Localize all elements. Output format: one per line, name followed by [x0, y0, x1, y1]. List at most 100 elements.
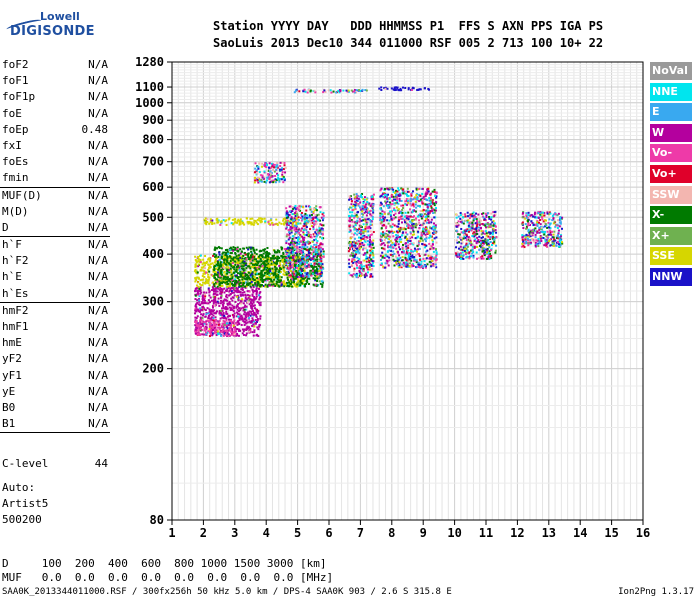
echo-point [265, 277, 268, 280]
echo-point [381, 256, 384, 259]
echo-point [238, 290, 241, 293]
echo-point [288, 228, 291, 231]
echo-point [384, 234, 387, 237]
echo-point [208, 320, 211, 323]
echo-point [258, 250, 261, 253]
echo-point [382, 254, 385, 257]
echo-point [364, 239, 367, 242]
echo-point [387, 234, 390, 237]
echo-point [303, 253, 306, 256]
echo-point [318, 206, 321, 209]
echo-point [248, 265, 251, 268]
echo-point [321, 213, 324, 216]
echo-point [458, 235, 461, 238]
echo-point [194, 298, 197, 301]
echo-point [428, 236, 431, 239]
echo-point [322, 255, 325, 258]
echo-point [390, 230, 393, 233]
echo-point [307, 231, 310, 234]
echo-point [315, 284, 318, 287]
echo-point [401, 246, 404, 249]
echo-point [235, 305, 238, 308]
echo-point [302, 251, 305, 254]
echo-point [422, 196, 425, 199]
echo-point [428, 197, 431, 200]
echo-point [277, 275, 280, 278]
param-name: foF1 [2, 74, 29, 88]
echo-point [302, 237, 305, 240]
echo-point [383, 239, 386, 242]
param-value: N/A [88, 90, 108, 104]
echo-point [318, 227, 321, 230]
echo-point [257, 294, 260, 297]
echo-point [370, 268, 373, 271]
echo-point [396, 231, 399, 234]
echo-point [252, 279, 255, 282]
echo-point [353, 228, 356, 231]
echo-point [403, 191, 406, 194]
echo-point [228, 278, 231, 281]
echo-point [401, 204, 404, 207]
echo-point [364, 240, 367, 243]
echo-point [213, 304, 216, 307]
echo-point [359, 208, 362, 211]
echo-point [255, 285, 258, 288]
echo-point [236, 308, 239, 311]
echo-point [370, 258, 373, 261]
echo-point [308, 265, 311, 268]
echo-point [231, 262, 234, 265]
echo-point [249, 275, 252, 278]
echo-point [219, 317, 222, 320]
echo-point [411, 210, 414, 213]
echo-point [307, 216, 310, 219]
echo-point [254, 282, 257, 285]
echo-point [397, 209, 400, 212]
echo-point [420, 260, 423, 263]
echo-point [358, 267, 361, 270]
echo-point [211, 286, 214, 289]
echo-point [487, 254, 490, 257]
echo-point [434, 261, 437, 264]
echo-point [297, 236, 300, 239]
echo-point [258, 298, 261, 301]
echo-point [272, 257, 275, 260]
echo-point [295, 273, 298, 276]
echo-point [213, 332, 216, 335]
echo-point [356, 222, 359, 225]
echo-point [315, 271, 318, 274]
echo-point [209, 326, 212, 329]
param-name: fmin [2, 171, 29, 185]
echo-point [407, 227, 410, 230]
echo-point [252, 301, 255, 304]
echo-point [395, 242, 398, 245]
echo-point [395, 225, 398, 228]
echo-point [267, 221, 270, 224]
echo-point [418, 219, 421, 222]
echo-point [380, 247, 383, 250]
echo-point [297, 230, 300, 233]
echo-point [363, 198, 366, 201]
echo-point [194, 270, 197, 273]
echo-point [288, 281, 291, 284]
echo-point [392, 188, 395, 191]
echo-point [273, 278, 276, 281]
echo-point [434, 195, 437, 198]
echo-point [205, 320, 208, 323]
echo-point [381, 242, 384, 245]
echo-point [240, 274, 243, 277]
echo-point [223, 321, 226, 324]
echo-point [266, 275, 269, 278]
echo-point [322, 253, 325, 256]
echo-point [247, 271, 250, 274]
echo-point [368, 227, 371, 230]
echo-point [245, 217, 248, 220]
echo-point [309, 247, 312, 250]
echo-point [312, 253, 315, 256]
echo-point [265, 271, 268, 274]
echo-point [197, 289, 200, 292]
echo-point [407, 190, 410, 193]
echo-point [417, 222, 420, 225]
echo-point [243, 328, 246, 331]
echo-point [221, 288, 224, 291]
echo-point [201, 263, 204, 266]
